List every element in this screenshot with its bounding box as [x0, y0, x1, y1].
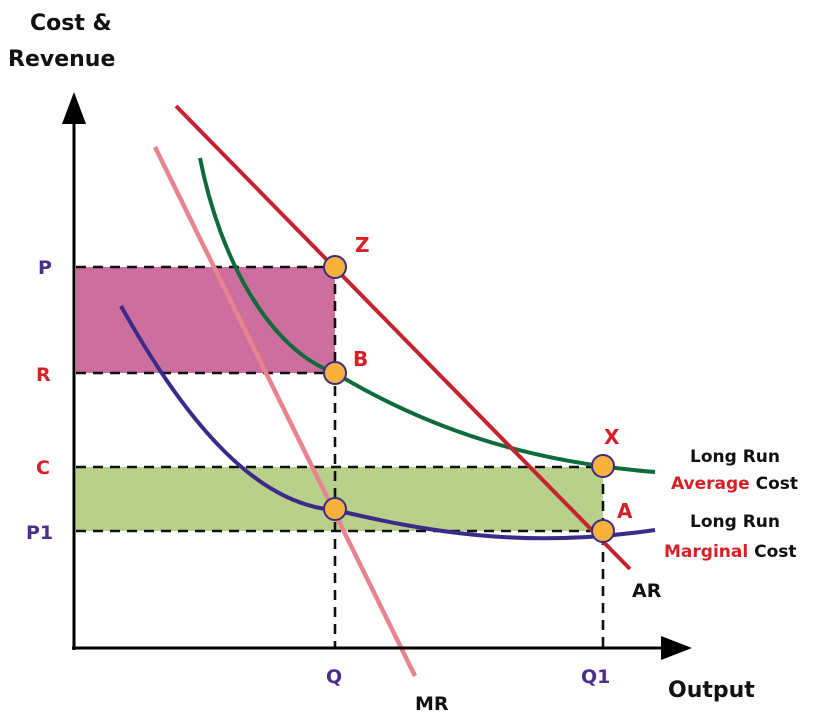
lrac-label-line2: Average Cost [671, 474, 798, 494]
point-b-marker [323, 361, 347, 385]
lrac-label-line1: Long Run [690, 447, 780, 467]
ar-label: AR [632, 580, 662, 602]
y-tick-c: C [36, 457, 50, 479]
mr-line [152, 146, 418, 677]
y-tick-p: P [38, 257, 52, 279]
point-b-label: B [353, 347, 368, 371]
lrac-label-tail: Cost [750, 474, 798, 494]
profit-area [76, 267, 335, 373]
key-points [323, 255, 615, 543]
point-z-label: Z [355, 233, 370, 257]
lrmc-label-line2: Marginal Cost [664, 542, 797, 562]
point-z-marker [323, 255, 347, 279]
x-tick-q: Q [326, 666, 342, 688]
x-axis-arrow-icon [661, 636, 692, 660]
dashed-guides [76, 265, 605, 648]
lrmc-label-tail: Cost [748, 542, 796, 562]
y-axis-label-line2: Revenue [8, 47, 115, 72]
axes [62, 92, 692, 660]
lrmc-label-emphasis: Marginal [664, 542, 748, 562]
point-a-label: A [617, 499, 633, 523]
x-tick-q1: Q1 [581, 666, 610, 688]
ar-line [174, 104, 632, 571]
point-mr-lrmc-marker [323, 497, 347, 521]
y-axis-arrow-icon [62, 92, 86, 124]
lrac-label-emphasis: Average [671, 474, 750, 494]
lrmc-label-line1: Long Run [690, 512, 780, 532]
y-tick-r: R [36, 364, 51, 386]
point-x-label: X [604, 425, 620, 449]
y-axis-label-line1: Cost & [30, 11, 112, 36]
point-x-marker [591, 454, 615, 478]
x-axis-label: Output [668, 678, 755, 703]
mr-label: MR [415, 693, 449, 715]
point-a-marker [591, 519, 615, 543]
y-tick-p1: P1 [26, 522, 53, 544]
